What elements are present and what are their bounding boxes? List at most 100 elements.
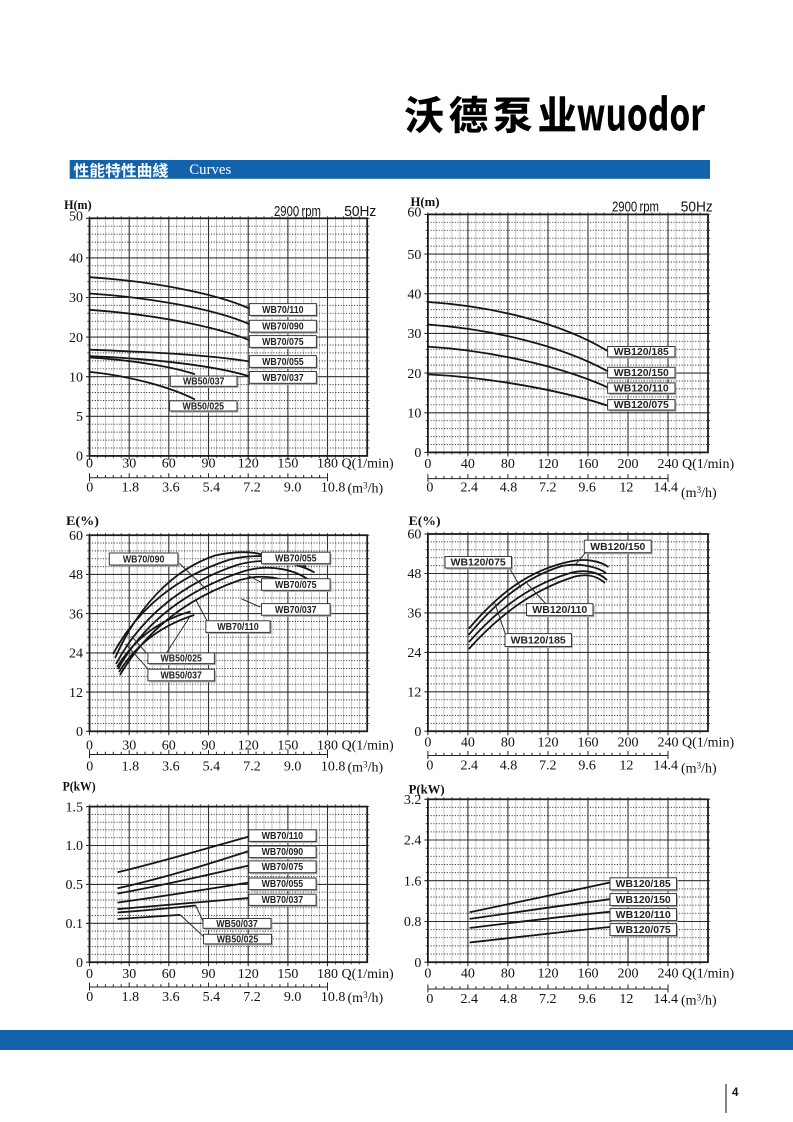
svg-text:0: 0 [414, 956, 421, 971]
svg-text:(m3/h): (m3/h) [348, 760, 384, 776]
svg-text:WB120/075: WB120/075 [614, 400, 669, 411]
svg-text:2900 rpm: 2900 rpm [612, 200, 659, 216]
svg-text:80: 80 [501, 457, 515, 472]
svg-text:WB120/075: WB120/075 [616, 925, 671, 936]
svg-text:1.0: 1.0 [66, 839, 84, 854]
svg-text:30: 30 [69, 291, 83, 306]
svg-text:14.4: 14.4 [653, 992, 678, 1007]
svg-text:60: 60 [162, 967, 176, 982]
svg-text:E(%): E(%) [409, 513, 441, 528]
svg-text:WB70/090: WB70/090 [262, 322, 304, 333]
svg-text:120: 120 [538, 457, 559, 472]
svg-text:2.4: 2.4 [460, 481, 478, 496]
svg-text:WB70/037: WB70/037 [275, 605, 317, 616]
svg-text:7.2: 7.2 [539, 759, 557, 774]
svg-text:120: 120 [538, 967, 559, 982]
svg-text:WB120/110: WB120/110 [614, 384, 669, 395]
svg-text:Q(1/min): Q(1/min) [342, 967, 394, 982]
svg-text:9.0: 9.0 [284, 481, 302, 496]
svg-text:80: 80 [501, 967, 515, 982]
svg-text:(m3/h): (m3/h) [348, 990, 384, 1006]
svg-text:10.8: 10.8 [321, 760, 346, 775]
svg-text:150: 150 [277, 967, 298, 982]
svg-text:0: 0 [76, 450, 83, 465]
svg-text:150: 150 [277, 739, 298, 754]
svg-text:WB50/037: WB50/037 [160, 670, 202, 681]
svg-text:50: 50 [69, 210, 83, 225]
svg-text:120: 120 [238, 457, 259, 472]
svg-text:0: 0 [86, 760, 93, 775]
svg-text:40: 40 [461, 967, 475, 982]
svg-text:7.2: 7.2 [243, 990, 261, 1005]
svg-text:10: 10 [407, 406, 421, 421]
svg-text:Q(1/min): Q(1/min) [342, 457, 394, 472]
svg-text:120: 120 [238, 967, 259, 982]
svg-text:40: 40 [461, 736, 475, 751]
svg-text:48: 48 [69, 568, 83, 583]
svg-text:WB120/075: WB120/075 [451, 558, 506, 569]
svg-text:0: 0 [86, 739, 93, 754]
svg-text:3.6: 3.6 [162, 760, 180, 775]
svg-text:7.2: 7.2 [539, 992, 557, 1007]
svg-text:180: 180 [317, 457, 338, 472]
svg-text:14.4: 14.4 [653, 759, 678, 774]
svg-text:P(kW): P(kW) [63, 779, 96, 794]
svg-text:WB120/150: WB120/150 [590, 542, 645, 553]
svg-text:WB120/150: WB120/150 [616, 895, 671, 906]
svg-text:2.4: 2.4 [404, 834, 422, 849]
svg-text:4.8: 4.8 [500, 759, 518, 774]
svg-text:WB70/055: WB70/055 [262, 879, 304, 890]
svg-text:90: 90 [202, 967, 216, 982]
svg-text:12: 12 [619, 759, 633, 774]
svg-text:Curves: Curves [189, 162, 231, 178]
svg-text:7.2: 7.2 [539, 481, 557, 496]
svg-text:0: 0 [76, 725, 83, 740]
svg-text:WB50/025: WB50/025 [160, 654, 202, 665]
svg-text:WB70/037: WB70/037 [262, 373, 304, 384]
svg-text:WB70/110: WB70/110 [217, 622, 259, 633]
svg-text:1.6: 1.6 [404, 874, 422, 889]
svg-text:Q(1/min): Q(1/min) [342, 739, 394, 754]
svg-text:WB50/025: WB50/025 [217, 935, 259, 946]
svg-text:14.4: 14.4 [653, 481, 678, 496]
svg-text:0: 0 [86, 457, 93, 472]
svg-text:60: 60 [407, 528, 421, 543]
svg-text:3.6: 3.6 [162, 990, 180, 1005]
svg-text:60: 60 [162, 739, 176, 754]
svg-text:120: 120 [238, 739, 259, 754]
svg-text:40: 40 [69, 252, 83, 267]
svg-text:WB70/075: WB70/075 [262, 337, 304, 348]
svg-text:60: 60 [162, 457, 176, 472]
svg-text:0: 0 [426, 992, 433, 1007]
svg-text:7.2: 7.2 [243, 481, 261, 496]
svg-text:10: 10 [69, 370, 83, 385]
svg-text:0: 0 [424, 967, 431, 982]
svg-text:WB120/110: WB120/110 [616, 910, 671, 921]
svg-text:WB50/037: WB50/037 [216, 919, 258, 930]
svg-text:240: 240 [658, 736, 679, 751]
svg-text:0: 0 [86, 481, 93, 496]
svg-text:4: 4 [732, 1087, 739, 1099]
svg-text:30: 30 [122, 739, 136, 754]
svg-text:180: 180 [317, 739, 338, 754]
svg-text:20: 20 [407, 367, 421, 382]
svg-text:5.4: 5.4 [203, 481, 221, 496]
svg-text:40: 40 [461, 457, 475, 472]
svg-text:WB70/055: WB70/055 [275, 553, 317, 564]
svg-text:WB70/110: WB70/110 [262, 831, 304, 842]
svg-text:5.4: 5.4 [203, 990, 221, 1005]
svg-text:4.8: 4.8 [500, 992, 518, 1007]
svg-text:120: 120 [538, 736, 559, 751]
svg-text:(m3/h): (m3/h) [681, 485, 717, 501]
svg-text:60: 60 [69, 529, 83, 544]
svg-text:0: 0 [86, 990, 93, 1005]
svg-text:9.6: 9.6 [578, 759, 596, 774]
svg-text:WB70/110: WB70/110 [262, 305, 304, 316]
svg-text:60: 60 [407, 206, 421, 221]
svg-text:160: 160 [578, 967, 599, 982]
svg-text:2900 rpm: 2900 rpm [274, 204, 321, 220]
svg-text:1.8: 1.8 [122, 760, 140, 775]
svg-text:150: 150 [277, 457, 298, 472]
svg-text:9.6: 9.6 [578, 992, 596, 1007]
svg-text:9.6: 9.6 [578, 481, 596, 496]
